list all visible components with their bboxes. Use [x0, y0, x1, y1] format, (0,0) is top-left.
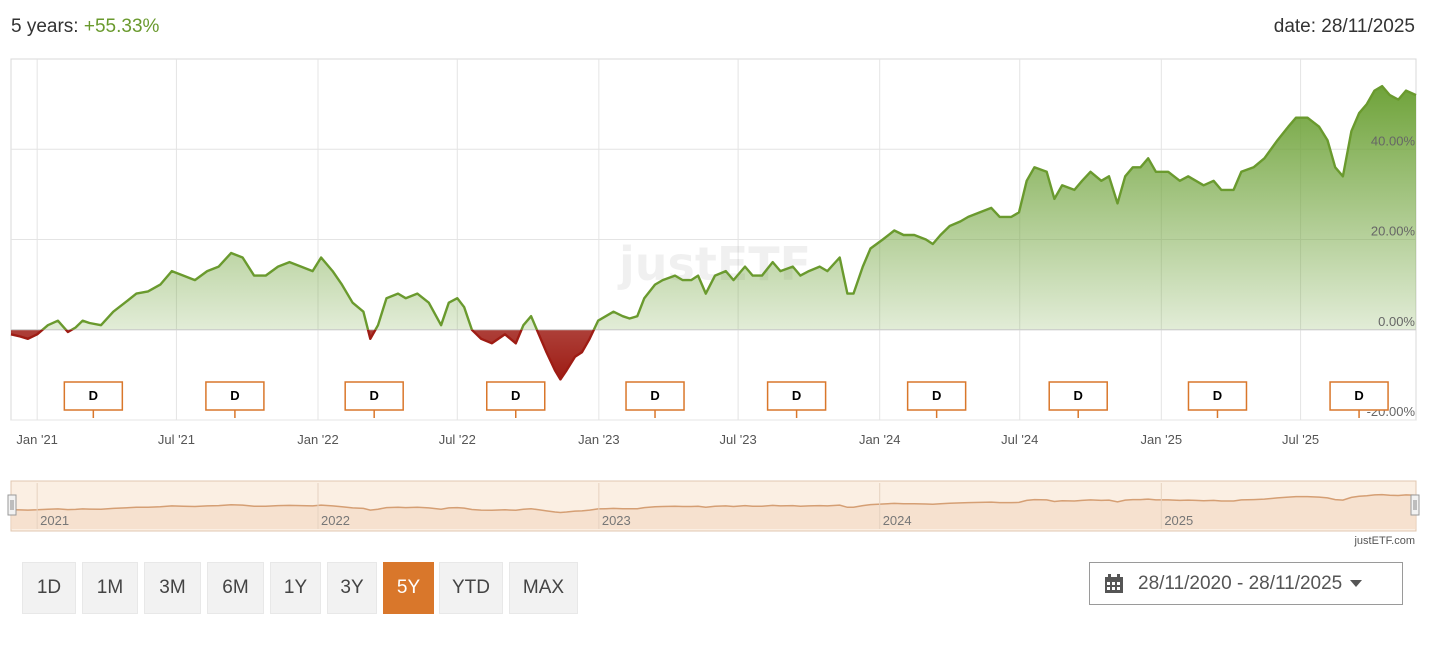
dividend-flag[interactable]	[1048, 381, 1108, 411]
x-tick-label: Jul '21	[158, 432, 195, 447]
range-button-max[interactable]: MAX	[509, 562, 578, 614]
date-range-value: 28/11/2020 - 28/11/2025	[1138, 572, 1343, 594]
chart-date: date: 28/11/2025	[1273, 16, 1415, 37]
range-button-ytd[interactable]: YTD	[439, 562, 503, 614]
x-tick-label: Jul '24	[1001, 432, 1038, 447]
x-tick-label: Jan '22	[297, 432, 339, 447]
range-button-1m[interactable]: 1M	[82, 562, 138, 614]
dividend-label: D	[89, 388, 98, 403]
dividend-flag[interactable]	[205, 381, 265, 411]
range-button-1d[interactable]: 1D	[22, 562, 76, 614]
dividend-marker[interactable]: D	[1329, 381, 1389, 418]
chevron-down-icon	[1350, 580, 1363, 587]
x-tick-label: Jul '22	[439, 432, 476, 447]
navigator-year-label: 2025	[1164, 513, 1193, 528]
y-tick-label: 20.00%	[1371, 224, 1416, 239]
dividend-marker[interactable]: D	[625, 381, 685, 418]
range-button-6m[interactable]: 6M	[207, 562, 264, 614]
performance-value: +55.33%	[83, 16, 160, 37]
navigator-line	[10, 493, 1417, 514]
positive-area	[42, 86, 1416, 330]
dividend-label: D	[230, 388, 239, 403]
credit-label: justETF.com	[1353, 535, 1415, 547]
dividend-marker[interactable]: D	[486, 381, 546, 418]
navigator-year-label: 2023	[602, 513, 631, 528]
dividend-label: D	[1213, 388, 1222, 403]
dividend-label: D	[650, 388, 659, 403]
x-tick-label: Jan '23	[578, 432, 620, 447]
period-performance: 5 years: +55.33%	[11, 16, 159, 38]
dividend-label: D	[369, 388, 378, 403]
period-label: 5 years:	[11, 16, 79, 37]
x-tick-label: Jul '23	[720, 432, 757, 447]
dividend-label: D	[1074, 388, 1083, 403]
navigator-year-label: 2024	[883, 513, 912, 528]
range-button-3y[interactable]: 3Y	[327, 562, 377, 614]
navigator-area	[11, 494, 1416, 529]
date-range-picker[interactable]: 28/11/2020 - 28/11/2025	[1089, 562, 1403, 605]
dividend-marker[interactable]: D	[344, 381, 404, 418]
x-tick-label: Jan '24	[859, 432, 901, 447]
dividend-label: D	[1354, 388, 1363, 403]
x-tick-label: Jan '25	[1141, 432, 1183, 447]
calendar-icon	[1105, 573, 1123, 593]
y-tick-label: 0.00%	[1378, 314, 1415, 329]
x-tick-label: Jan '21	[16, 432, 58, 447]
navigator-year-label: 2021	[40, 513, 69, 528]
dividend-label: D	[792, 388, 801, 403]
dividend-flag[interactable]	[625, 381, 685, 411]
dividend-flag[interactable]	[486, 381, 546, 411]
dividend-marker[interactable]: D	[205, 381, 265, 418]
x-tick-label: Jul '25	[1282, 432, 1319, 447]
dividend-flag[interactable]	[1187, 381, 1248, 411]
dividend-marker[interactable]: D	[906, 381, 967, 418]
dividend-flag[interactable]	[1329, 381, 1389, 411]
dividend-label: D	[932, 388, 941, 403]
dividend-flag[interactable]	[63, 381, 124, 411]
dividend-marker[interactable]: D	[1048, 381, 1108, 418]
dividend-flag[interactable]	[906, 381, 967, 411]
range-button-1y[interactable]: 1Y	[270, 562, 321, 614]
range-button-3m[interactable]: 3M	[144, 562, 201, 614]
dividend-label: D	[511, 388, 520, 403]
navigator-year-label: 2022	[321, 513, 350, 528]
dividend-marker[interactable]: D	[63, 381, 124, 418]
navigator-handle-left[interactable]	[7, 494, 17, 516]
positive-line	[40, 84, 1417, 330]
dividend-marker[interactable]: D	[1187, 381, 1248, 418]
range-button-5y[interactable]: 5Y	[383, 562, 434, 614]
dividend-marker[interactable]: D	[766, 381, 827, 418]
y-tick-label: 40.00%	[1371, 133, 1416, 148]
dividend-flag[interactable]	[766, 381, 827, 411]
navigator-handle-right[interactable]	[1410, 494, 1420, 516]
